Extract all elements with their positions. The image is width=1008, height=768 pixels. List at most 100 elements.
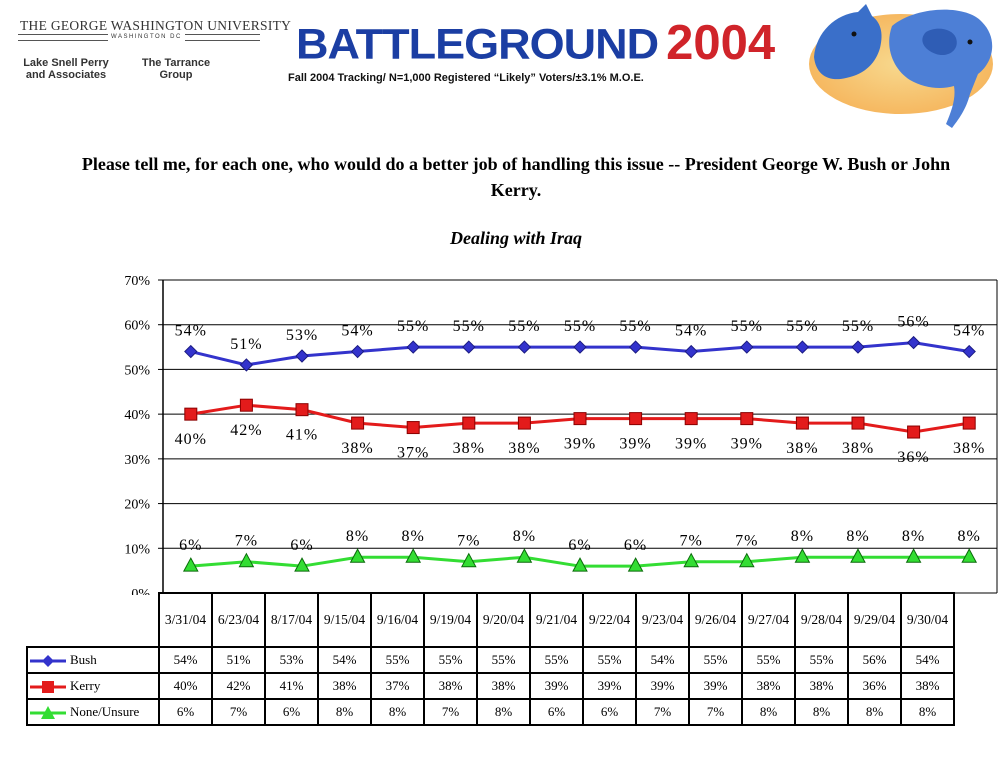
data-point-marker	[907, 425, 921, 439]
table-cell: 8%	[317, 698, 372, 726]
data-point-marker	[294, 557, 310, 572]
table-cell: 37%	[370, 672, 425, 700]
table-cell: 55%	[741, 646, 796, 674]
y-tick-label: 40%	[124, 408, 150, 423]
data-point-marker	[905, 548, 922, 563]
data-label: 6%	[179, 537, 202, 554]
data-label: 8%	[791, 528, 814, 545]
y-tick-label: 50%	[124, 363, 150, 378]
table-row: Kerry 40% 42% 41% 38% 37% 38% 38% 39% 39% 39% 39% 38…	[26, 672, 955, 700]
data-label: 51%	[230, 336, 262, 353]
data-label: 8%	[346, 528, 369, 545]
data-label: 7%	[680, 533, 703, 550]
table-cell: 53%	[264, 646, 319, 674]
data-point-marker	[350, 344, 365, 359]
table-cell: 55%	[582, 646, 637, 674]
tracking-note: Fall 2004 Tracking/ N=1,000 Registered “…	[288, 72, 644, 84]
university-location: WASHINGTON DC	[108, 34, 185, 41]
data-label: 38%	[786, 440, 818, 457]
data-label: 7%	[735, 533, 758, 550]
data-label: 38%	[953, 440, 985, 457]
date-header: 9/20/04	[476, 592, 531, 648]
data-label: 54%	[675, 323, 707, 340]
table-row: Bush 54% 51% 53% 54% 55% 55% 55% 55% 55% 54% 55% 55%…	[26, 646, 955, 674]
data-point-marker	[406, 340, 420, 354]
square-marker-icon	[30, 681, 66, 693]
table-cell: 55%	[529, 646, 584, 674]
date-header: 9/29/04	[847, 592, 902, 648]
battleground-logo: BATTLEGROUND 2004	[296, 15, 775, 71]
y-tick-label: 70%	[124, 274, 150, 289]
date-header: 9/21/04	[529, 592, 584, 648]
data-label: 55%	[508, 318, 540, 335]
data-point-marker	[460, 552, 477, 568]
table-cell: 55%	[476, 646, 531, 674]
donkey-elephant-emblem	[809, 4, 993, 128]
table-cell: 38%	[900, 672, 955, 700]
date-header: 9/26/04	[688, 592, 743, 648]
table-cell: 55%	[370, 646, 425, 674]
table-cell: 38%	[476, 672, 531, 700]
data-label: 38%	[842, 440, 874, 457]
firm-tarrance-group: The Tarrance Group	[141, 57, 211, 81]
data-point-marker	[349, 548, 366, 563]
data-point-marker	[516, 548, 533, 563]
date-header: 9/27/04	[741, 592, 796, 648]
date-header: 8/17/04	[264, 592, 319, 648]
date-header: 9/28/04	[794, 592, 849, 648]
data-label: 56%	[897, 314, 929, 331]
table-cell: 54%	[900, 646, 955, 674]
data-point-marker	[684, 412, 698, 426]
table-cell: 38%	[741, 672, 796, 700]
university-name: THE GEORGE WASHINGTON UNIVERSITY	[20, 18, 292, 33]
table-cell: 7%	[688, 698, 743, 726]
data-point-marker	[238, 552, 255, 568]
table-cell: 38%	[423, 672, 478, 700]
date-header: 9/16/04	[370, 592, 425, 648]
brand-year: 2004	[666, 16, 776, 70]
table-cell: 51%	[211, 646, 266, 674]
data-label: 6%	[568, 537, 591, 554]
data-point-marker	[629, 412, 643, 426]
data-point-marker	[239, 398, 253, 412]
data-point-marker	[795, 340, 810, 354]
data-point-marker	[795, 416, 809, 430]
table-cell: 8%	[794, 698, 849, 726]
data-point-marker	[462, 340, 476, 354]
table-cell: 39%	[582, 672, 637, 700]
table-cell: 39%	[635, 672, 690, 700]
y-tick-label: 0%	[131, 587, 150, 595]
data-point-marker	[683, 552, 700, 568]
survey-question: Please tell me, for each one, who would …	[81, 154, 951, 200]
table-cell: 41%	[264, 672, 319, 700]
data-label: 53%	[286, 327, 318, 344]
data-point-marker	[740, 412, 754, 426]
data-point-marker	[738, 552, 755, 568]
triangle-marker-icon	[30, 706, 66, 719]
table-corner	[27, 593, 160, 648]
data-point-marker	[962, 416, 976, 430]
data-point-marker	[851, 416, 865, 430]
table-cell: 55%	[688, 646, 743, 674]
data-label: 8%	[513, 528, 536, 545]
data-label: 54%	[341, 323, 373, 340]
table-cell: 39%	[688, 672, 743, 700]
data-label: 7%	[235, 533, 258, 550]
table-cell: 6%	[264, 698, 319, 726]
table-cell: 6%	[158, 698, 213, 726]
data-label: 55%	[564, 318, 596, 335]
date-header: 9/22/04	[582, 592, 637, 648]
firm-lake-snell-perry: Lake Snell Perry and Associates	[23, 57, 109, 81]
data-label: 55%	[731, 318, 763, 335]
data-label: 42%	[230, 422, 262, 439]
data-point-marker	[462, 416, 476, 430]
table-cell: 7%	[211, 698, 266, 726]
data-point-marker	[573, 412, 587, 426]
data-label: 37%	[397, 445, 429, 462]
data-point-marker	[239, 358, 254, 372]
series-key: None/Unsure	[26, 698, 160, 726]
y-tick-label: 10%	[124, 542, 150, 557]
data-label: 55%	[786, 318, 818, 335]
y-tick-label: 20%	[124, 498, 150, 513]
table-cell: 8%	[741, 698, 796, 726]
